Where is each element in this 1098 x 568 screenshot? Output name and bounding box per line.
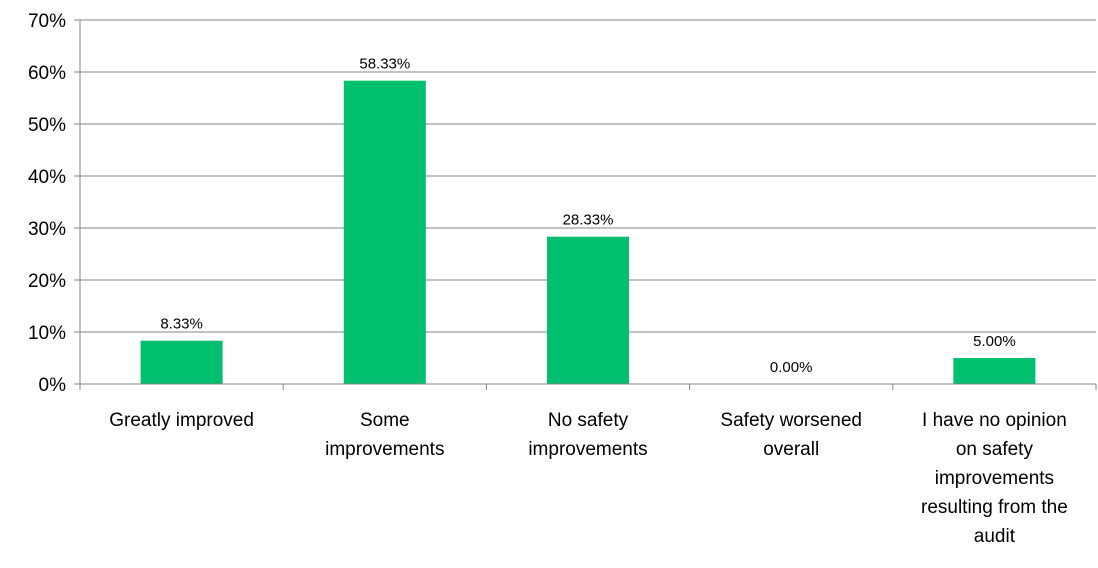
y-tick-label: 50% <box>28 115 66 136</box>
x-category-label-line: Greatly improved <box>109 410 254 431</box>
x-category-label: Safety worsened overall <box>720 410 862 460</box>
bar <box>343 80 426 385</box>
x-category-label-line: overall <box>763 439 819 460</box>
x-category-label-line: No safety <box>548 410 629 431</box>
bar <box>547 236 629 384</box>
y-tick-label: 0% <box>39 375 67 396</box>
data-label: 28.33% <box>563 212 614 229</box>
x-category-label: Some improvements <box>325 410 444 460</box>
data-label: 5.00% <box>973 333 1016 350</box>
y-tick-label: 10% <box>28 323 66 344</box>
data-label: 58.33% <box>359 56 410 73</box>
x-category-label-line: I have no opinion <box>922 410 1067 431</box>
y-tick-label: 60% <box>28 63 66 84</box>
x-category-label-line: improvements <box>935 468 1054 489</box>
x-category-label-line: Safety worsened <box>720 410 862 431</box>
bar <box>953 358 1036 384</box>
y-tick-label: 20% <box>28 271 66 292</box>
x-category-label: No safety improvements <box>528 410 647 460</box>
x-category-label-line: on safety <box>956 439 1034 460</box>
x-category-label-line: improvements <box>325 439 444 460</box>
y-tick-label: 40% <box>28 167 66 188</box>
x-category-label-line: audit <box>974 526 1016 547</box>
x-category-label-line: improvements <box>528 439 647 460</box>
data-label: 8.33% <box>160 316 203 333</box>
x-category-label-line: Some <box>360 410 410 431</box>
y-tick-label: 30% <box>28 219 66 240</box>
bar <box>140 340 223 384</box>
x-category-label: Greatly improved <box>109 410 254 431</box>
x-category-label-line: resulting from the <box>921 497 1068 518</box>
data-label: 0.00% <box>770 359 813 376</box>
y-tick-label: 70% <box>28 11 66 32</box>
x-category-label: I have no opinion on safety improvements re… <box>921 410 1068 547</box>
